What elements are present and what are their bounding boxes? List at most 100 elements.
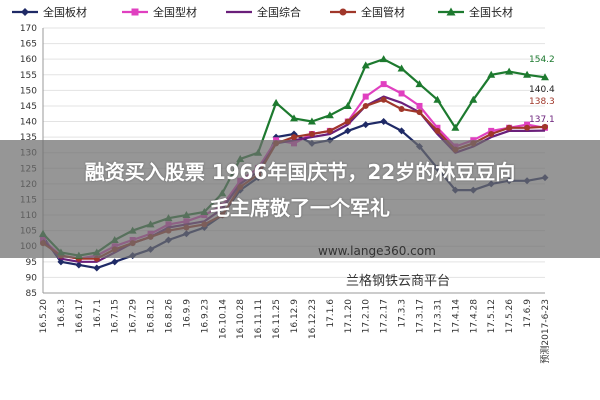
x-tick-label: 16.5.20	[39, 299, 49, 334]
watermark-url: www.lange360.com	[318, 244, 436, 258]
x-tick-label: 17.3.17	[416, 299, 426, 333]
data-point	[326, 127, 333, 134]
end-labels: 154.2 140.4 138.3 137.1	[529, 55, 555, 125]
legend-item: 全国型材	[122, 5, 197, 19]
data-point	[434, 127, 441, 134]
legend-marker	[339, 8, 347, 16]
x-tick-label: 17.3.3	[398, 299, 408, 328]
data-point	[542, 123, 548, 130]
data-point	[75, 261, 83, 269]
x-tick-label: 16.10.14	[218, 299, 228, 339]
y-tick-label: 150	[20, 86, 37, 96]
watermark-name: 兰格钢铁云商平台	[346, 274, 451, 289]
x-tick-label: 17.2.17	[380, 299, 390, 333]
data-point	[469, 95, 478, 103]
data-point	[291, 134, 297, 141]
data-point	[505, 67, 514, 75]
data-point	[397, 64, 406, 72]
y-tick-label: 165	[20, 40, 37, 50]
x-tick-label: 16.11.11	[254, 299, 264, 339]
x-tick-label: 17.5.26	[505, 299, 515, 334]
data-point	[290, 114, 298, 122]
legend-item: 全国板材	[12, 5, 87, 19]
legend-label: 全国型材	[153, 5, 197, 19]
legend-item: 全国综合	[226, 5, 301, 19]
x-tick-label: 17.4.28	[469, 299, 479, 334]
overlay-title: 融资买入股票 1966年国庆节，22岁的林豆豆向 毛主席敬了一个军礼	[0, 154, 600, 226]
data-point	[379, 55, 388, 63]
data-point	[272, 98, 281, 106]
y-tick-label: 160	[20, 55, 37, 65]
data-point	[506, 124, 513, 131]
data-point	[433, 95, 442, 103]
data-point	[380, 81, 387, 88]
x-tick-label: 17.6.9	[523, 299, 533, 328]
y-tick-label: 145	[20, 102, 37, 112]
overlay-title-line2: 毛主席敬了一个军礼	[210, 196, 390, 220]
y-tick-label: 90	[26, 273, 38, 283]
data-point	[524, 124, 531, 131]
x-tick-label: 16.9.9	[182, 299, 192, 328]
legend-marker	[21, 8, 29, 16]
x-tick-label: 16.12.9	[290, 299, 300, 334]
x-axis: 16.5.20 16.6.3 16.6.17 16.7.1 16.7.15 16.7.29…	[39, 299, 551, 364]
data-point	[307, 117, 316, 125]
data-point	[93, 264, 101, 272]
data-point	[488, 131, 495, 137]
x-tick-label: 17.1.6	[326, 299, 336, 328]
data-point	[111, 258, 119, 266]
data-point	[361, 61, 370, 69]
x-tick-label: 16.10.28	[236, 299, 246, 339]
overlay-title-line1: 融资买入股票 1966年国庆节，22岁的林豆豆向	[84, 160, 516, 184]
end-value-label: 154.2	[529, 55, 555, 65]
data-point	[416, 109, 423, 116]
y-tick-label: 170	[20, 24, 37, 34]
data-point	[415, 80, 424, 88]
end-value-label: 137.1	[529, 115, 555, 125]
x-tick-label: 17.5.12	[487, 299, 497, 333]
data-point	[362, 102, 369, 109]
x-tick-label: 预测2017-6-23	[540, 299, 551, 364]
y-tick-label: 85	[26, 289, 37, 299]
y-tick-label: 95	[26, 258, 37, 268]
data-point	[416, 102, 423, 109]
y-tick-label: 135	[20, 133, 37, 143]
data-point	[57, 258, 65, 266]
legend-item: 全国长材	[438, 5, 513, 19]
data-point	[541, 73, 549, 81]
x-tick-label: 17.1.20	[344, 299, 354, 334]
x-tick-label: 16.8.12	[147, 299, 157, 333]
legend-marker	[446, 7, 456, 16]
legend-label: 全国综合	[257, 5, 301, 19]
overlay-banner	[0, 140, 600, 258]
data-point	[344, 118, 351, 125]
data-point	[488, 127, 495, 134]
data-point	[451, 123, 460, 131]
legend: 全国板材 全国型材 全国综合 全国管材 全国长材	[12, 5, 513, 19]
x-tick-label: 16.9.23	[200, 299, 210, 333]
x-tick-label: 16.11.25	[272, 299, 282, 339]
data-point	[362, 93, 369, 100]
legend-marker	[131, 8, 139, 16]
x-tick-label: 16.7.15	[111, 299, 121, 333]
legend-label: 全国长材	[469, 5, 513, 19]
x-tick-label: 17.4.14	[451, 299, 461, 334]
data-point	[487, 70, 496, 78]
x-tick-label: 16.12.23	[308, 299, 318, 339]
y-tick-label: 155	[20, 71, 37, 81]
data-point	[398, 127, 406, 135]
data-point	[398, 106, 405, 113]
data-point	[362, 121, 370, 129]
data-point	[344, 127, 352, 135]
x-tick-label: 17.2.10	[362, 299, 372, 334]
data-point	[380, 96, 387, 103]
end-value-label: 140.4	[529, 85, 555, 95]
data-point	[523, 70, 532, 78]
x-tick-label: 17.3.31	[433, 299, 443, 333]
y-tick-label: 140	[20, 118, 37, 128]
legend-item: 全国管材	[330, 5, 405, 19]
x-tick-label: 16.6.3	[57, 299, 67, 328]
data-point	[325, 111, 334, 119]
x-tick-label: 16.7.1	[93, 299, 103, 328]
data-point	[398, 90, 405, 97]
